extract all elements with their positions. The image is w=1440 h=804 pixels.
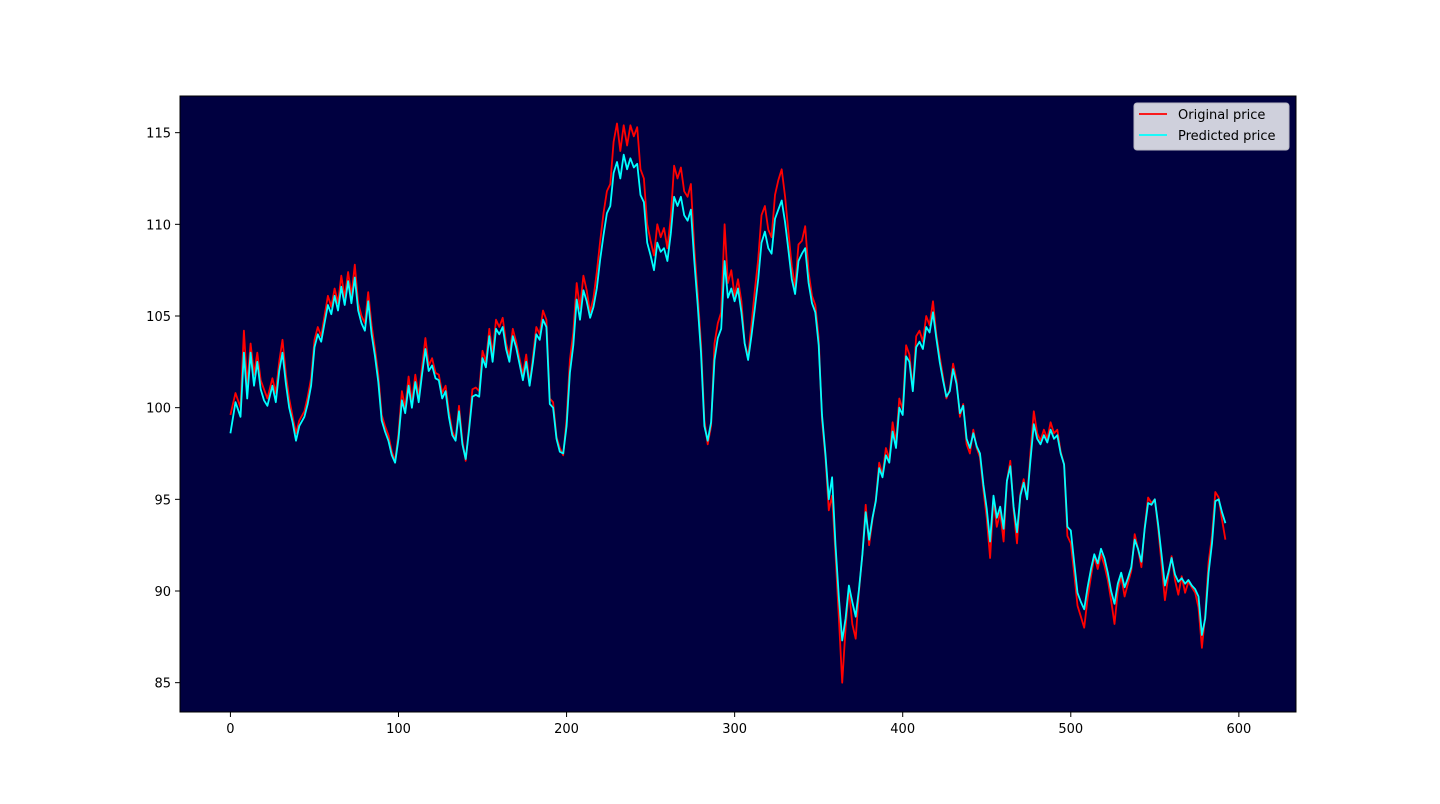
x-tick-label: 100	[386, 722, 411, 737]
legend: Original price Predicted price	[1133, 102, 1290, 151]
plot-area	[180, 96, 1296, 712]
y-tick-label: 90	[154, 585, 171, 600]
series-line-2	[229, 153, 1227, 642]
x-tick-label: 0	[226, 722, 234, 737]
y-tick-label: 95	[154, 493, 171, 508]
x-axis: 0 100 200 300 400 500 600	[226, 712, 1251, 737]
legend-box	[1133, 102, 1290, 151]
series-lines	[229, 122, 1227, 684]
y-tick-label: 100	[146, 402, 171, 417]
y-tick-label: 115	[146, 127, 171, 142]
x-tick-label: 600	[1226, 722, 1251, 737]
x-tick-label: 500	[1058, 722, 1083, 737]
x-tick-label: 400	[890, 722, 915, 737]
y-tick-label: 105	[146, 310, 171, 325]
plot-frame	[179, 95, 1297, 713]
x-tick-label: 300	[722, 722, 747, 737]
legend-label-1: Original price	[1178, 108, 1265, 123]
y-tick-label: 85	[154, 677, 171, 692]
legend-label-2: Predicted price	[1178, 129, 1276, 144]
y-axis: 85 90 95 100 105 110 115	[146, 127, 180, 692]
x-tick-label: 200	[554, 722, 579, 737]
y-tick-label: 110	[146, 218, 171, 233]
